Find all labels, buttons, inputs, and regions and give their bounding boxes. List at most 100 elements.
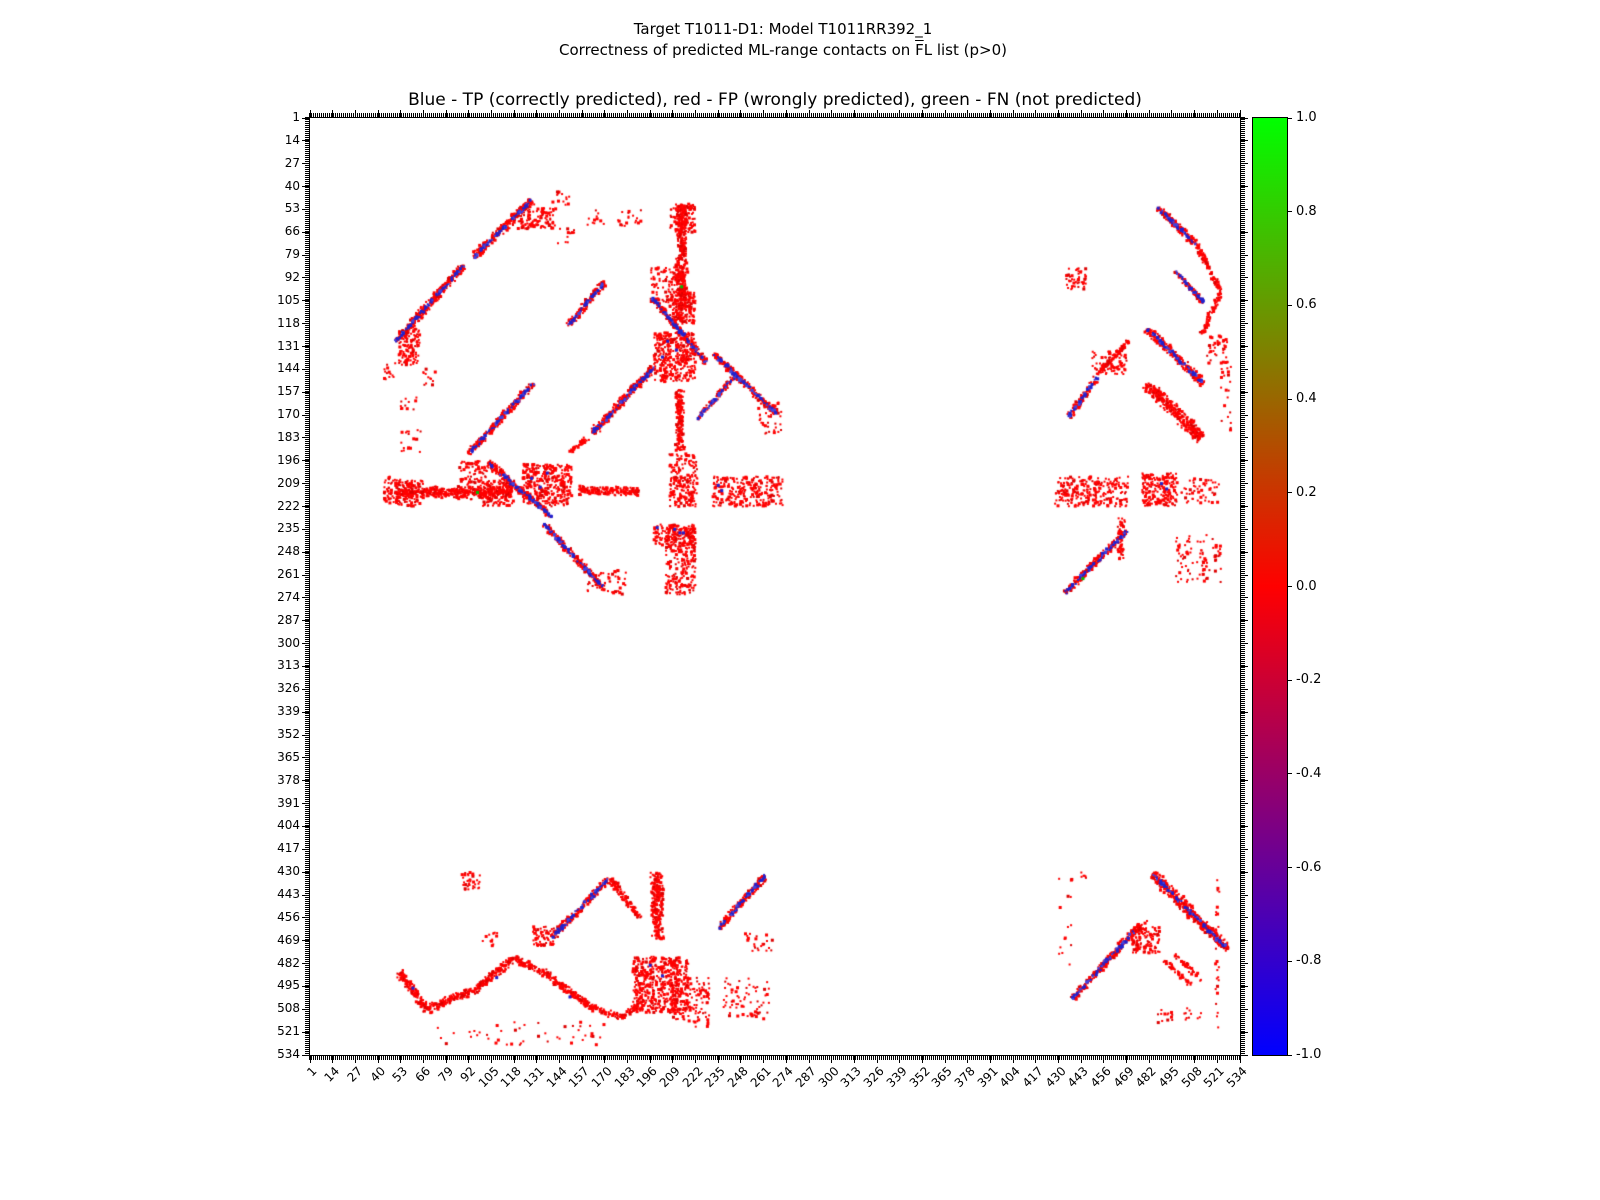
x-major-tick [672,1056,674,1063]
colorbar-tick [1287,304,1292,306]
x-major-tick [921,1056,923,1063]
x-major-tick [876,1056,878,1063]
y-major-tick-right [1241,665,1248,667]
x-tick-label-text: 417 [1019,1064,1046,1091]
x-major-tick-top [559,110,560,117]
y-major-tick [302,985,309,987]
y-tick-label: 157 [277,384,300,399]
x-major-tick [309,1056,311,1063]
y-major-tick [302,825,309,827]
y-major-tick-right [1241,1054,1248,1056]
colorbar-tick-label: -1.0 [1296,1047,1322,1062]
x-tick-label-text: 14 [321,1064,343,1085]
x-major-tick [559,1056,560,1063]
x-major-tick [1171,1056,1173,1063]
y-major-tick-right [1241,277,1248,279]
x-major-tick [808,1056,810,1063]
y-major-tick [302,300,309,302]
x-major-tick-top [695,110,697,117]
x-major-tick [695,1056,697,1063]
x-tick-label-text: 443 [1065,1064,1092,1091]
x-major-tick [1148,1056,1150,1063]
x-major-tick-top [876,110,878,117]
y-tick-label: 261 [277,567,300,582]
y-major-tick-right [1241,346,1248,348]
colorbar-tick-label: 0.0 [1296,578,1317,594]
x-major-tick-top [785,110,787,117]
y-major-tick [302,848,309,850]
x-major-tick [899,1056,901,1063]
x-major-tick [1103,1056,1105,1063]
y-tick-label: 131 [277,338,300,353]
y-major-tick [302,940,309,942]
y-major-tick [302,483,309,485]
x-tick-label-text: 287 [792,1064,819,1091]
x-tick-label-text: 209 [656,1064,683,1091]
title-line2-suffix: L list (p>0) [923,41,1007,59]
x-major-tick-top [944,110,946,117]
x-major-tick [377,1056,379,1063]
y-major-tick-right [1241,506,1248,507]
y-major-tick-right [1241,734,1248,736]
y-major-tick [302,711,309,713]
y-major-tick [302,163,309,165]
x-tick-label-text: 313 [838,1064,865,1091]
x-tick-label-text: 118 [497,1064,525,1091]
y-tick-label: 313 [277,658,300,673]
y-tick-label: 53 [284,201,300,216]
colorbar-tick-label: 0.4 [1296,391,1317,407]
x-major-tick-top [1012,110,1014,117]
x-major-tick [627,1056,629,1063]
x-major-tick [717,1056,719,1063]
y-major-tick [302,665,309,667]
x-major-tick-top [332,110,334,117]
x-tick-label-text: 222 [679,1064,706,1091]
x-tick-label-text: 508 [1178,1064,1205,1091]
y-major-tick-right [1241,323,1248,325]
y-major-tick [302,734,309,736]
y-major-tick-right [1241,300,1248,302]
y-tick-label: 534 [277,1047,300,1061]
y-major-tick-right [1241,940,1248,942]
x-major-tick-top [649,110,651,117]
x-major-tick-top [921,110,923,117]
y-major-tick-right [1241,1031,1248,1033]
x-major-tick-top [513,110,515,117]
colorbar-tick [1287,211,1292,213]
y-major-tick [302,1031,309,1033]
x-tick-label-text: 482 [1133,1064,1160,1091]
y-tick-label: 1 [292,110,300,124]
x-major-tick [400,1056,402,1063]
x-major-tick-top [604,110,606,117]
title-line2-prefix: Correctness of predicted ML-range contac… [559,41,916,59]
plot-area [309,117,1241,1056]
x-major-tick-top [1171,110,1173,117]
x-tick-label-text: 92 [457,1064,479,1085]
figure-title-line1: Target T1011-D1: Model T1011RR392_1 [633,20,933,38]
x-major-tick [513,1056,515,1063]
y-tick-label: 469 [277,932,300,947]
x-tick-label-text: 79 [435,1064,456,1085]
y-major-tick-right [1241,825,1248,827]
y-tick-label: 287 [277,612,300,627]
colorbar-tick [1287,492,1292,494]
y-tick-label: 300 [277,635,300,650]
y-major-tick [302,963,309,965]
x-tick-label-text: 534 [1223,1064,1250,1091]
y-major-tick [302,414,309,416]
y-tick-label: 183 [277,429,300,444]
x-major-tick-top [354,110,356,117]
y-tick-label: 209 [277,475,300,490]
x-major-tick [944,1056,946,1063]
x-major-tick [536,1056,538,1063]
y-major-tick [302,368,309,370]
y-major-tick [302,551,309,553]
y-major-tick [302,208,309,210]
y-tick-label: 66 [284,224,300,239]
colorbar-tick-label: -0.4 [1296,765,1322,781]
x-major-tick-top [672,110,674,117]
x-tick-label-text: 430 [1042,1064,1069,1091]
x-tick-label-text: 1 [304,1064,320,1080]
y-major-tick-right [1241,917,1248,919]
